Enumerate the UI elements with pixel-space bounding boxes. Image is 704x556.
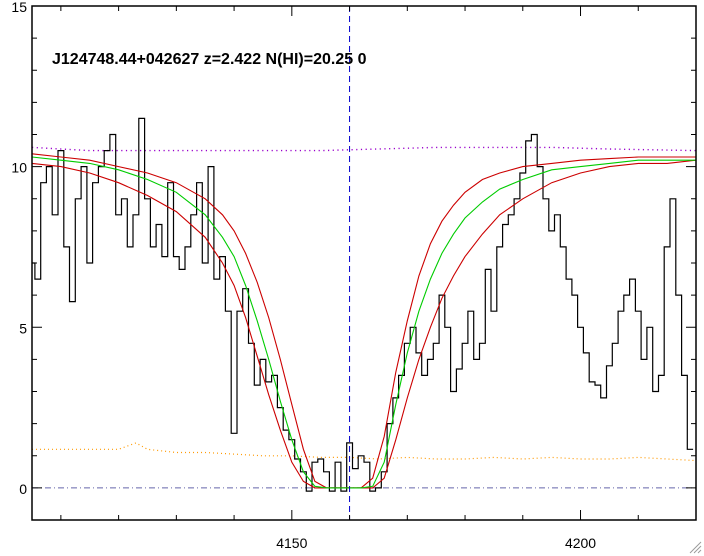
series-line-fit-lower xyxy=(32,159,696,489)
chart-title: J124748.44+042627 z=2.422 N(HI)=20.25 0 xyxy=(52,51,367,68)
y-tick-label: 0 xyxy=(19,481,27,497)
resize-grip-icon[interactable] xyxy=(689,541,702,554)
series-line-fit xyxy=(32,156,696,489)
y-tick-label: 15 xyxy=(11,0,27,15)
x-tick-label: 4150 xyxy=(276,535,307,551)
plot-area xyxy=(32,6,696,520)
y-tick-label: 10 xyxy=(11,160,27,176)
y-tick-label: 5 xyxy=(19,320,27,336)
series-line-step xyxy=(32,117,694,492)
series-line-dotted xyxy=(32,146,696,152)
series-line-fit-upper xyxy=(32,153,696,489)
x-tick-label: 4200 xyxy=(565,535,596,551)
plot-frame xyxy=(31,5,697,521)
axes: 0 5 10 15 4150 4200 xyxy=(11,0,697,551)
